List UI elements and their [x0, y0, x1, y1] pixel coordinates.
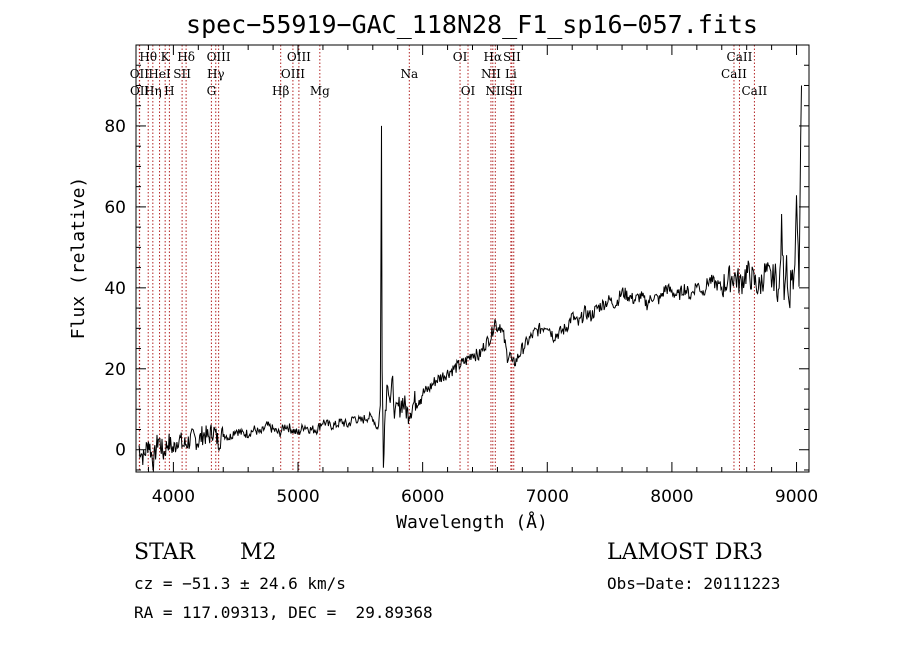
y-tick-label-3: 60 — [104, 198, 126, 218]
redshift-readout: cz = −51.3 ± 24.6 km/s — [134, 574, 346, 593]
line-label-15: Mg — [310, 84, 330, 98]
line-label-27: CaII — [741, 84, 767, 98]
spectrum-series — [139, 86, 802, 472]
line-label-26: CaII — [727, 50, 753, 64]
line-label-16: Na — [400, 67, 418, 81]
y-tick-label-4: 80 — [104, 117, 126, 137]
x-tick-label-1: 5000 — [276, 487, 319, 507]
x-tick-label-0: 4000 — [152, 487, 195, 507]
y-tick-label-0: 0 — [115, 441, 126, 461]
line-label-22: Li — [505, 67, 517, 81]
line-label-1: OII — [130, 67, 150, 81]
y-tick-label-2: 40 — [104, 279, 126, 299]
spectrum-line — [139, 86, 802, 472]
line-label-3: HeI — [148, 67, 171, 81]
y-axis: 0 20 40 60 80 — [104, 65, 809, 470]
line-label-17: OI — [453, 50, 468, 64]
line-label-8: Hδ — [177, 50, 195, 64]
line-label-7: SII — [173, 67, 191, 81]
line-label-18: OI — [461, 84, 476, 98]
y-axis-label: Flux (relative) — [68, 177, 89, 340]
line-label-24: SII — [505, 84, 523, 98]
x-tick-label-2: 6000 — [401, 487, 444, 507]
line-label-25: CaII — [721, 67, 747, 81]
plot-frame — [136, 45, 809, 472]
y-tick-label-1: 20 — [104, 360, 126, 380]
coordinates-readout: RA = 117.09313, DEC = 29.89368 — [134, 603, 433, 622]
line-label-12: Hβ — [272, 84, 289, 98]
line-label-6: H — [164, 84, 174, 98]
object-subclass: M2 — [240, 540, 277, 565]
line-label-9: OIII — [207, 50, 231, 64]
x-axis-label: Wavelength (Å) — [396, 511, 548, 533]
x-axis: 4000 5000 6000 7000 8000 9000 — [148, 45, 818, 507]
spectral-line-markers — [139, 45, 754, 472]
line-label-20: Hα — [484, 50, 503, 64]
line-label-5: K — [161, 50, 171, 64]
line-label-19: NII — [481, 67, 501, 81]
line-label-11: G — [207, 84, 217, 98]
line-label-4: Hη — [144, 84, 162, 98]
x-tick-label-4: 8000 — [650, 487, 693, 507]
observation-date: Obs−Date: 20111223 — [607, 574, 780, 593]
survey-name: LAMOST DR3 — [607, 540, 763, 565]
line-label-23: SII — [503, 50, 521, 64]
line-label-14: OIII — [287, 50, 311, 64]
x-tick-label-5: 9000 — [775, 487, 818, 507]
line-label-13: OIII — [281, 67, 305, 81]
line-label-21: NII — [485, 84, 505, 98]
line-label-0: Hθ — [139, 50, 157, 64]
object-class: STAR — [134, 540, 195, 565]
chart-title: spec−55919−GAC_118N28_F1_sp16−057.fits — [186, 10, 758, 39]
x-tick-label-3: 7000 — [526, 487, 569, 507]
line-label-10: Hγ — [207, 67, 225, 81]
